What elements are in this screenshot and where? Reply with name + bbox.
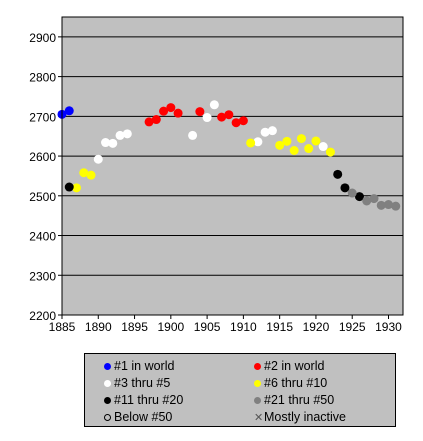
- legend-label-2: #2 in world: [264, 359, 325, 373]
- x-tick-label: 1910: [230, 320, 257, 334]
- data-point: [362, 196, 372, 206]
- x-tick-label: 1930: [375, 320, 402, 334]
- data-point: [166, 103, 176, 113]
- data-point: [173, 108, 183, 118]
- data-point: [267, 126, 277, 136]
- legend-marker-7: [104, 414, 111, 421]
- data-point: [144, 117, 154, 127]
- data-point: [159, 106, 169, 116]
- legend-item-5: #11 thru #20: [104, 393, 183, 407]
- x-tick-label: 1925: [339, 320, 366, 334]
- legend-marker-8: ✕: [254, 412, 264, 424]
- y-tick-label: 2800: [29, 71, 56, 85]
- data-point: [282, 136, 292, 146]
- data-point: [195, 107, 205, 117]
- data-point: [231, 118, 241, 128]
- data-point: [64, 106, 74, 116]
- data-point: [122, 129, 132, 139]
- data-point: [369, 194, 379, 204]
- data-point: [188, 130, 198, 140]
- x-tick-label: 1915: [266, 320, 293, 334]
- data-point: [79, 168, 89, 178]
- data-point: [238, 116, 248, 126]
- data-point: [246, 138, 256, 148]
- x-tick-label: 1920: [303, 320, 330, 334]
- y-tick-label: 2300: [29, 269, 56, 283]
- legend-item-4: #6 thru #10: [254, 376, 327, 390]
- data-point: [304, 144, 314, 154]
- data-point: [340, 183, 350, 193]
- x-axis: 1885 1890 1895 1900 1905 1910 1915 1920 1925 1930: [49, 315, 402, 334]
- legend-label-6: #21 thru #50: [264, 393, 335, 407]
- x-tick-label: 1900: [157, 320, 184, 334]
- x-tick-label: 1885: [49, 320, 76, 334]
- data-point: [318, 142, 328, 152]
- data-point: [224, 110, 234, 120]
- legend-marker-6: [254, 397, 261, 404]
- legend-item-6: #21 thru #50: [254, 393, 334, 407]
- y-tick-label: 2500: [29, 190, 56, 204]
- data-point: [101, 138, 111, 148]
- legend-label-3: #3 thru #5: [114, 376, 171, 390]
- data-point: [93, 154, 103, 164]
- legend-label-8: Mostly inactive: [264, 410, 346, 424]
- y-tick-label: 2900: [29, 31, 56, 45]
- data-point: [72, 183, 82, 193]
- y-axis: 2200 2300 2400 2500 2600 2700 2800 2900: [29, 31, 62, 323]
- data-point: [260, 127, 270, 137]
- x-tick-label: 1905: [194, 320, 221, 334]
- data-point: [217, 112, 227, 122]
- plot-area: [62, 17, 403, 315]
- data-points: [57, 100, 401, 211]
- data-point: [289, 146, 299, 156]
- y-tick-label: 2600: [29, 150, 56, 164]
- data-point: [275, 140, 285, 150]
- legend-marker-1: [104, 363, 111, 370]
- legend: #1 in world #2 in world #3 thru #5 #6 th…: [84, 353, 396, 427]
- legend-label-5: #11 thru #20: [114, 393, 184, 407]
- data-point: [391, 201, 401, 211]
- x-tick-label: 1890: [85, 320, 112, 334]
- data-point: [354, 192, 364, 202]
- data-point: [311, 136, 321, 146]
- data-point: [209, 100, 219, 110]
- legend-label-7: Below #50: [114, 410, 173, 424]
- data-point: [202, 113, 212, 123]
- data-point: [86, 170, 96, 180]
- plot-frame: [61, 16, 404, 316]
- legend-item-8: ✕Mostly inactive: [254, 410, 346, 425]
- x-tick-label: 1895: [121, 320, 148, 334]
- legend-marker-5: [104, 397, 111, 404]
- data-point: [347, 188, 357, 198]
- data-point: [333, 169, 343, 179]
- legend-marker-4: [254, 380, 261, 387]
- data-point: [64, 182, 74, 192]
- data-point: [151, 115, 161, 125]
- y-tick-label: 2200: [29, 309, 56, 323]
- legend-label-4: #6 thru #10: [264, 376, 328, 390]
- legend-marker-3: [104, 380, 111, 387]
- legend-item-7: Below #50: [104, 410, 172, 424]
- data-point: [115, 130, 125, 140]
- legend-label-1: #1 in world: [114, 359, 175, 373]
- legend-item-2: #2 in world: [254, 359, 324, 373]
- data-point: [376, 200, 386, 210]
- y-tick-label: 2700: [29, 110, 56, 124]
- y-tick-label: 2400: [29, 230, 56, 244]
- data-point: [325, 147, 335, 157]
- legend-item-3: #3 thru #5: [104, 376, 170, 390]
- legend-item-1: #1 in world: [104, 359, 174, 373]
- data-point: [383, 200, 393, 210]
- data-point: [253, 137, 263, 147]
- data-point: [296, 134, 306, 144]
- legend-marker-2: [254, 363, 261, 370]
- data-point: [108, 138, 118, 148]
